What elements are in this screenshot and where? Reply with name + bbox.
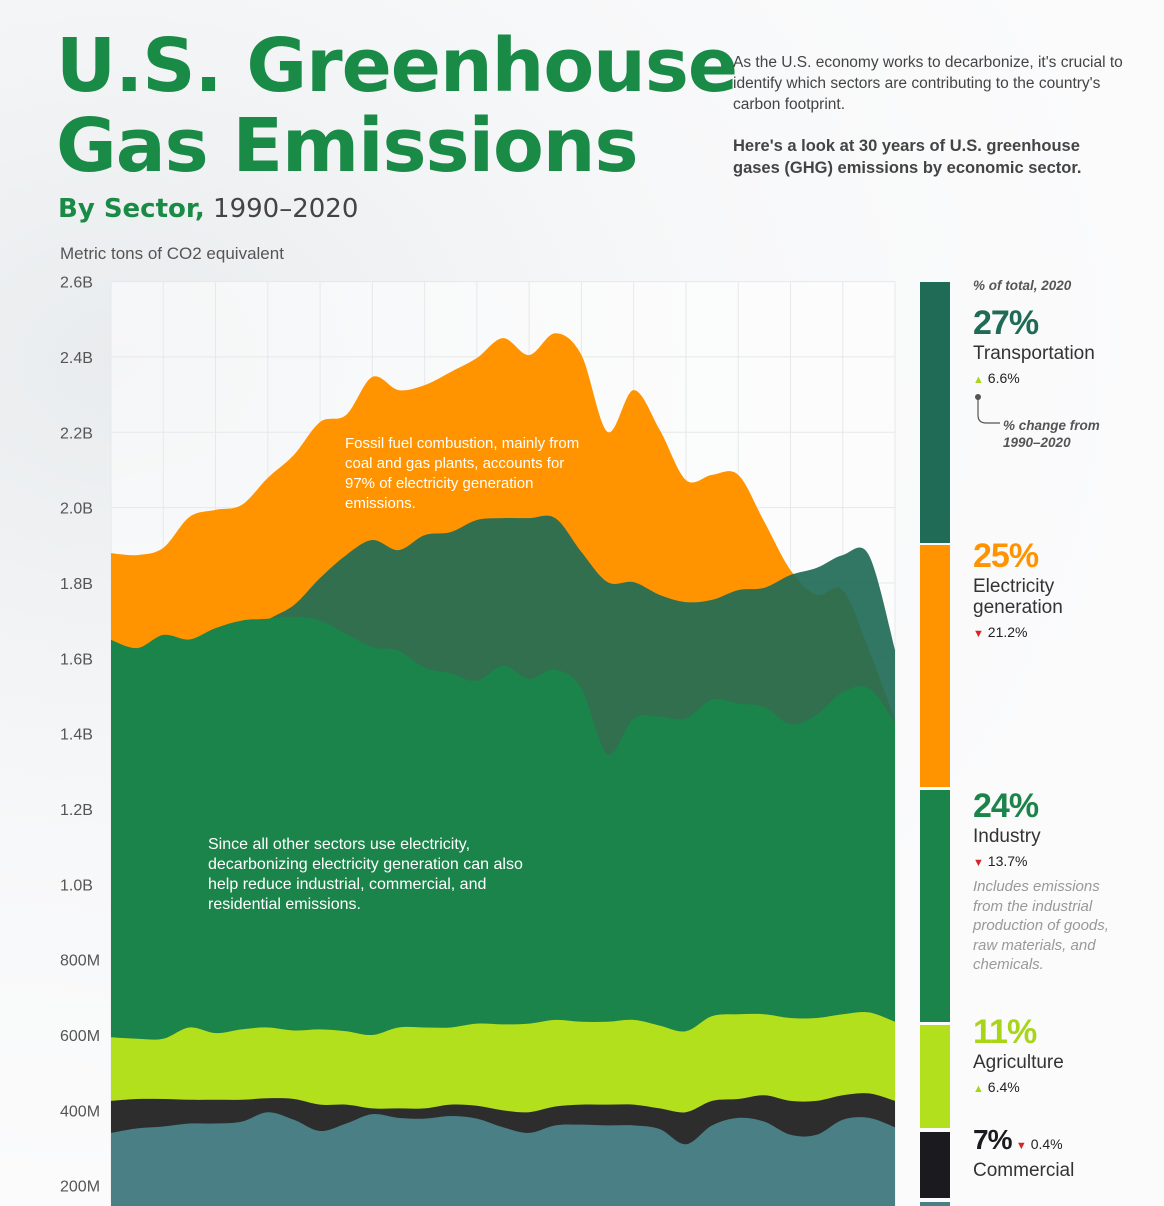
legend-name: Transportation — [973, 343, 1095, 364]
title-line-1: U.S. Greenhouse — [56, 23, 738, 109]
legend-bar-industry — [920, 790, 950, 1022]
y-tick-label: 1.6B — [60, 651, 93, 668]
intro-text: As the U.S. economy works to decarbonize… — [733, 54, 1123, 113]
legend-pct: 27% — [973, 304, 1039, 342]
legend-bar-residential — [920, 1202, 950, 1206]
legend-pct: 25% — [973, 537, 1039, 575]
change-note: % change from 1990–2020 — [1003, 418, 1100, 450]
subtitle: By Sector, 1990–2020 — [58, 194, 358, 224]
legend-item-transportation: 27% Transportation ▲ 6.6% — [973, 304, 1095, 386]
legend-item-industry: 24% Industry ▼ 13.7% Includes emissions … — [973, 787, 1118, 975]
y-tick-label: 400M — [60, 1103, 100, 1120]
y-tick-label: 1.0B — [60, 877, 93, 894]
legend-bar-electricity — [920, 545, 950, 787]
legend-bar-transportation — [920, 282, 950, 543]
legend-pct: 11% — [973, 1013, 1037, 1051]
triangle-down-icon: ▼ — [973, 628, 984, 640]
annotation-other-sectors: Since all other sectors use electricity,… — [208, 836, 523, 913]
page-title: U.S. Greenhouse Gas Emissions — [56, 23, 738, 189]
y-axis-label: Metric tons of CO2 equivalent — [60, 244, 284, 263]
y-tick-label: 2.0B — [60, 501, 93, 518]
connector-line — [975, 394, 1000, 424]
y-tick-label: 1.2B — [60, 802, 93, 819]
legend-change: 21.2% — [987, 624, 1028, 640]
y-tick-label: 2.2B — [60, 425, 93, 442]
legend-pct: 24% — [973, 787, 1039, 825]
legend-change: 13.7% — [987, 853, 1028, 869]
triangle-up-icon: ▲ — [973, 1083, 984, 1095]
legend-change: 6.4% — [987, 1079, 1020, 1095]
y-tick-label: 600M — [60, 1028, 100, 1045]
legend-name: Agriculture — [973, 1052, 1064, 1073]
y-tick-label: 2.6B — [60, 275, 93, 292]
legend-name: Industry — [973, 826, 1041, 847]
series-areas — [111, 333, 895, 1206]
legend-item-agriculture: 11% Agriculture ▲ 6.4% — [973, 1013, 1064, 1095]
legend-item-commercial: 7% ▼ 0.4% Commercial — [973, 1124, 1074, 1181]
y-tick-label: 200M — [60, 1179, 100, 1196]
legend-note: Includes emissions from the industrial p… — [973, 878, 1109, 973]
legend-bar-commercial — [920, 1132, 950, 1198]
legend-change: 0.4% — [1030, 1136, 1063, 1152]
legend-pct: 7% — [973, 1124, 1012, 1155]
annotation-electricity: Fossil fuel combustion, mainly from coal… — [345, 435, 580, 512]
y-tick-label: 1.8B — [60, 576, 93, 593]
y-tick-label: 2.4B — [60, 350, 93, 367]
legend-change: 6.6% — [987, 370, 1020, 386]
triangle-down-icon: ▼ — [973, 857, 984, 869]
y-tick-label: 1.4B — [60, 727, 93, 744]
legend-bar-agriculture — [920, 1025, 950, 1128]
legend-item-electricity: 25% Electricity generation ▼ 21.2% — [973, 537, 1083, 640]
area-residential — [111, 1112, 895, 1206]
legend-name: Commercial — [973, 1160, 1075, 1181]
legend-heading: % of total, 2020 — [973, 278, 1072, 293]
triangle-up-icon: ▲ — [973, 374, 984, 386]
triangle-down-icon: ▼ — [1015, 1140, 1027, 1152]
subtitle-bold: By Sector, — [58, 194, 205, 224]
legend-name: Electricity generation — [973, 576, 1063, 618]
y-ticks: 200M 400M 600M 800M 1.0B 1.2B 1.4B 1.6B 1.8B 2.0B… — [60, 275, 100, 1196]
subtitle-years: 1990–2020 — [204, 194, 359, 224]
title-line-2: Gas Emissions — [56, 103, 639, 189]
intro-bold-text: Here's a look at 30 years of U.S. greenh… — [733, 137, 1082, 177]
y-tick-label: 800M — [60, 953, 100, 970]
